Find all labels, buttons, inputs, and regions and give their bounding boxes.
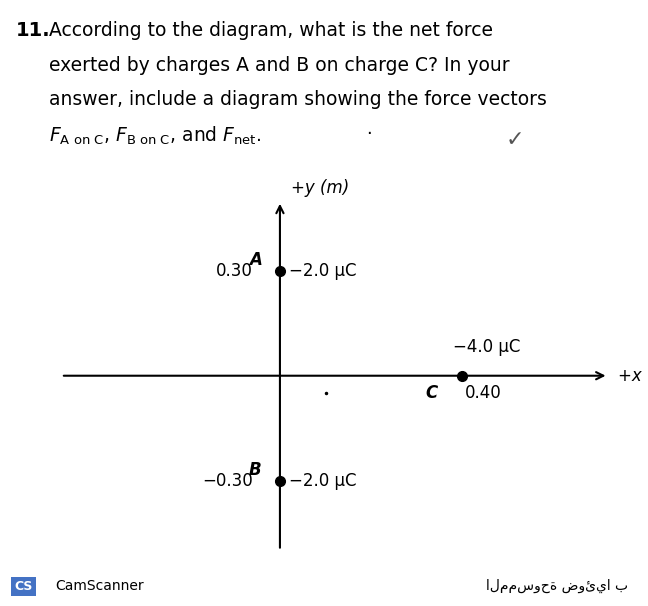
Text: +y (m): +y (m) [292,179,349,198]
Text: CS: CS [14,580,32,593]
Text: 0.30: 0.30 [216,262,253,280]
Text: exerted by charges A and B on charge C? In your: exerted by charges A and B on charge C? … [49,56,509,75]
Text: A: A [249,251,262,269]
Text: الممسوحة ضوئيا ب: الممسوحة ضوئيا ب [487,579,629,593]
Text: C: C [425,384,437,402]
Text: −2.0 μC: −2.0 μC [289,262,356,280]
Text: −2.0 μC: −2.0 μC [289,471,356,490]
Text: ✓: ✓ [505,130,524,150]
Text: ·: · [366,125,372,143]
Text: answer, include a diagram showing the force vectors: answer, include a diagram showing the fo… [49,90,546,109]
Text: $\mathit{F}_{\mathrm{A\ on\ C}}$, $\mathit{F}_{\mathrm{B\ on\ C}}$, and $\mathit: $\mathit{F}_{\mathrm{A\ on\ C}}$, $\math… [49,125,261,147]
Text: CamScanner: CamScanner [55,579,144,593]
Text: 0.40: 0.40 [465,384,502,402]
Text: According to the diagram, what is the net force: According to the diagram, what is the ne… [49,21,492,40]
Text: −0.30: −0.30 [202,471,253,490]
Text: +x (m): +x (m) [618,367,648,385]
Text: B: B [249,461,262,479]
Text: 11.: 11. [16,21,51,40]
Text: −4.0 μC: −4.0 μC [454,339,520,356]
